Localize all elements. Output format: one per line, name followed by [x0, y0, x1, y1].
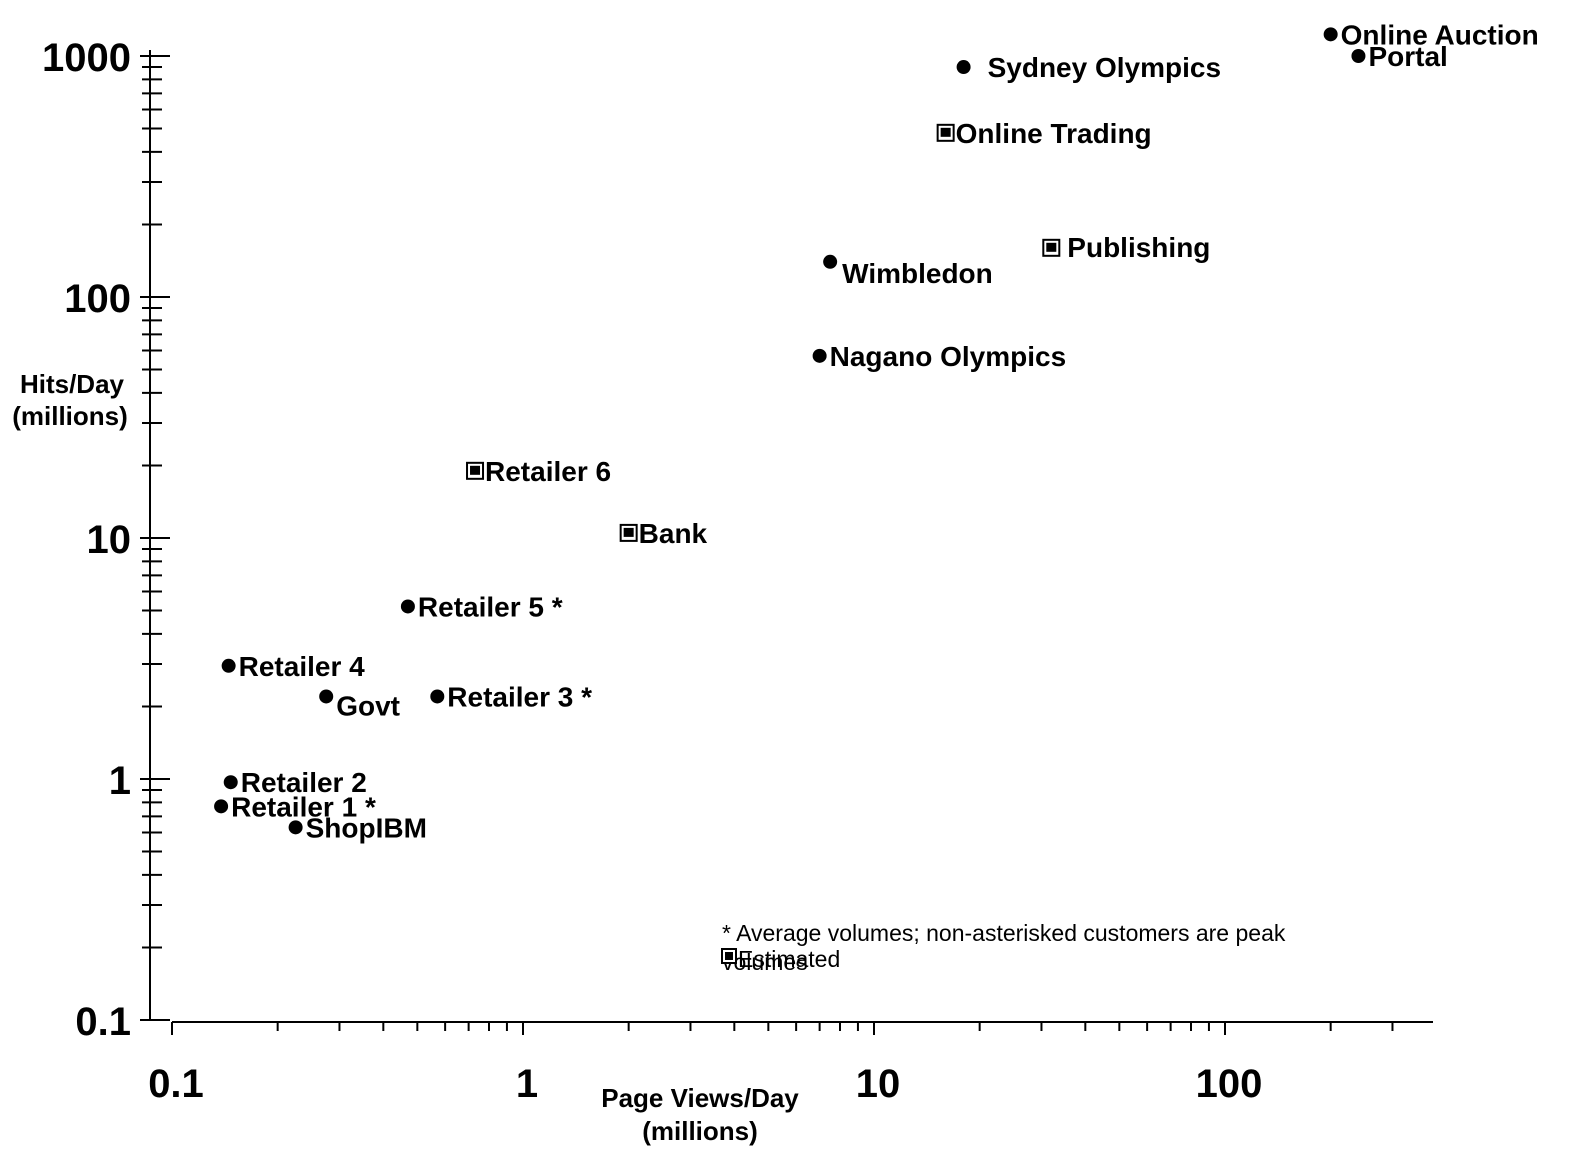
data-point-label: Retailer 4 — [239, 651, 365, 682]
data-point-marker — [1351, 49, 1366, 63]
data-point-label: Retailer 5 * — [418, 591, 563, 622]
data-point-label: Portal — [1368, 41, 1447, 72]
x-tick-label: 0.1 — [148, 1062, 204, 1106]
data-point-marker — [812, 348, 827, 363]
y-tick-label: 100 — [64, 277, 131, 321]
data-point-marker — [1323, 27, 1338, 42]
axis-tick-labels: 0.1 1 10 100 0.1 1 10 100 1000 — [42, 36, 1262, 1106]
data-point-label: Govt — [336, 690, 400, 721]
data-point-marker — [221, 658, 236, 673]
y-tick-label: 10 — [87, 518, 132, 562]
data-point-marker — [288, 820, 303, 835]
data-point-label: Nagano Olympics — [830, 341, 1067, 372]
data-point-label: Retailer 1 * — [231, 791, 376, 822]
y-tick-label: 0.1 — [75, 1000, 131, 1044]
y-axis-title-line-1: Hits/Day — [20, 369, 125, 399]
x-axis-title-line-2: (millions) — [642, 1116, 758, 1146]
data-point-label: Retailer 3 * — [447, 681, 592, 712]
estimated-point-marker-fill — [940, 127, 951, 137]
y-tick-label: 1 — [109, 759, 131, 803]
footnote-annotation: * Average volumes; non-asterisked custom… — [721, 920, 1286, 975]
data-point-marker — [223, 775, 238, 790]
data-point-label: Publishing — [1067, 232, 1210, 263]
x-tick-label: 1 — [516, 1062, 538, 1106]
data-point-marker — [823, 254, 838, 269]
estimated-point-marker — [1042, 238, 1061, 257]
estimated-point-marker-fill — [623, 527, 634, 537]
footnote-line-1: * Average volumes; non-asterisked custom… — [722, 920, 1286, 946]
estimated-point-marker — [466, 461, 485, 480]
x-axis-title-line-1: Page Views/Day — [601, 1083, 799, 1113]
estimated-point-marker-fill — [470, 465, 481, 475]
data-point-label: Retailer 6 — [485, 456, 611, 487]
data-point-marker — [214, 799, 229, 814]
data-point-label: Online Trading — [956, 118, 1152, 149]
estimated-point-marker — [936, 123, 955, 142]
y-tick-label: 1000 — [42, 36, 131, 80]
data-point-marker — [430, 689, 445, 704]
data-point-label: Wimbledon — [842, 258, 993, 289]
axis-ticks — [140, 55, 1394, 1035]
data-point-marker — [956, 60, 971, 75]
data-point-marker — [319, 689, 334, 704]
estimated-legend-square-fill — [725, 952, 733, 960]
data-point-label: Retailer 2 — [241, 767, 367, 798]
estimated-point-marker-fill — [1046, 242, 1057, 252]
data-point-label: Bank — [639, 518, 708, 549]
y-axis-title-line-2: (millions) — [12, 401, 128, 431]
axes — [149, 50, 1433, 1023]
data-point-label: ShopIBM — [306, 812, 427, 843]
estimated-legend-label: Estimated — [738, 946, 840, 972]
x-tick-label: 100 — [1196, 1062, 1263, 1106]
estimated-point-marker — [619, 523, 638, 542]
x-tick-label: 10 — [856, 1062, 901, 1106]
data-point-label: Sydney Olympics — [988, 52, 1221, 83]
data-point-marker — [400, 599, 415, 614]
data-point-label: Online Auction — [1341, 19, 1539, 50]
